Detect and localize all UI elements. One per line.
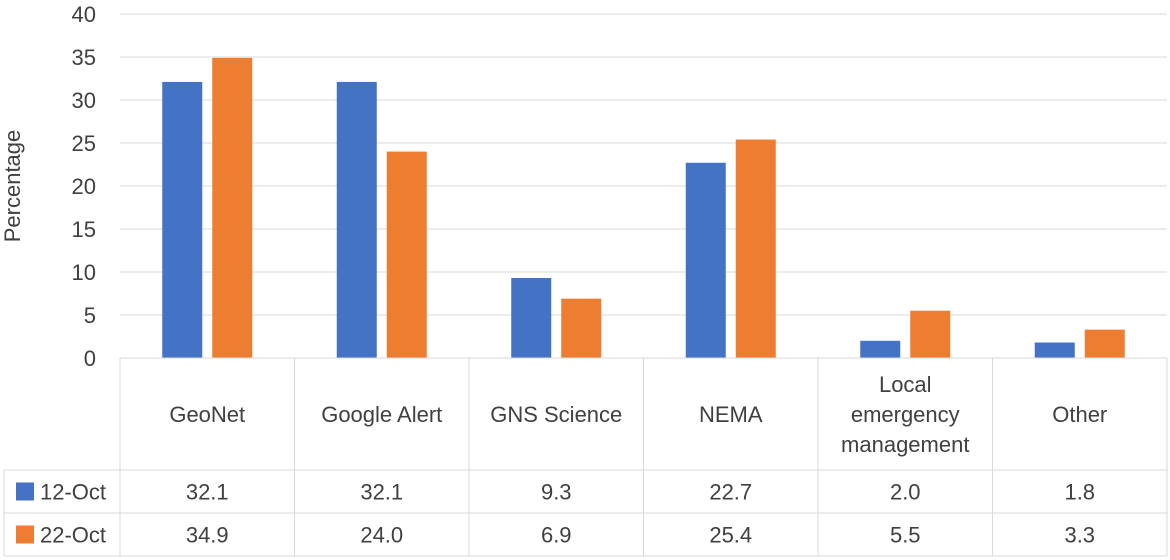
y-axis-label: Percentage <box>0 130 25 243</box>
category-label: NEMA <box>699 402 763 427</box>
category-label: emergency <box>851 402 960 427</box>
table-cell-value: 5.5 <box>890 523 921 548</box>
legend-swatch <box>16 525 34 544</box>
bar-12-oct-4 <box>860 340 901 358</box>
bar-12-oct-1 <box>336 81 377 358</box>
table-cell-value: 34.9 <box>186 523 229 548</box>
y-tick-label: 5 <box>84 303 96 328</box>
y-tick-label: 15 <box>72 217 96 242</box>
legend-label: 22-Oct <box>40 523 106 548</box>
gridlines <box>120 13 1167 316</box>
table-cell-value: 32.1 <box>186 480 229 505</box>
table-cell-value: 25.4 <box>709 523 752 548</box>
y-tick-label: 40 <box>72 2 96 27</box>
y-tick-label: 35 <box>72 45 96 70</box>
y-tick-label: 25 <box>72 131 96 156</box>
bar-22-oct-3 <box>735 139 776 358</box>
y-tick-label: 30 <box>72 88 96 113</box>
category-label: GNS Science <box>490 402 622 427</box>
category-label: Google Alert <box>321 402 442 427</box>
bars <box>162 57 1125 359</box>
bar-22-oct-0 <box>212 57 253 359</box>
category-label: GeoNet <box>169 402 245 427</box>
bar-12-oct-5 <box>1034 342 1075 358</box>
category-label: management <box>841 432 969 457</box>
bar-22-oct-4 <box>910 310 951 358</box>
category-label: Local <box>879 372 932 397</box>
table-cell-value: 6.9 <box>541 523 572 548</box>
bar-12-oct-3 <box>685 162 726 358</box>
table-cell-value: 32.1 <box>360 480 403 505</box>
y-axis-ticks: 0 5 10 15 20 25 30 35 40 <box>72 2 96 371</box>
table-cell-value: 1.8 <box>1064 480 1095 505</box>
legend-swatch <box>16 482 34 501</box>
legend-label: 12-Oct <box>40 480 106 505</box>
bar-12-oct-0 <box>162 81 203 358</box>
table-cell-value: 22.7 <box>709 480 752 505</box>
table-cell-value: 24.0 <box>360 523 403 548</box>
y-tick-label: 0 <box>84 346 96 371</box>
y-tick-label: 20 <box>72 174 96 199</box>
data-table: GeoNet Google Alert GNS Science NEMA Local em… <box>3 357 1168 557</box>
table-cell-value: 3.3 <box>1064 523 1095 548</box>
table-cell-value: 2.0 <box>890 480 921 505</box>
category-label: Other <box>1052 402 1107 427</box>
bar-22-oct-2 <box>561 298 602 358</box>
bar-22-oct-1 <box>386 151 427 358</box>
bar-12-oct-2 <box>511 278 552 358</box>
y-tick-label: 10 <box>72 260 96 285</box>
bar-22-oct-5 <box>1084 329 1125 358</box>
table-cell-value: 9.3 <box>541 480 572 505</box>
